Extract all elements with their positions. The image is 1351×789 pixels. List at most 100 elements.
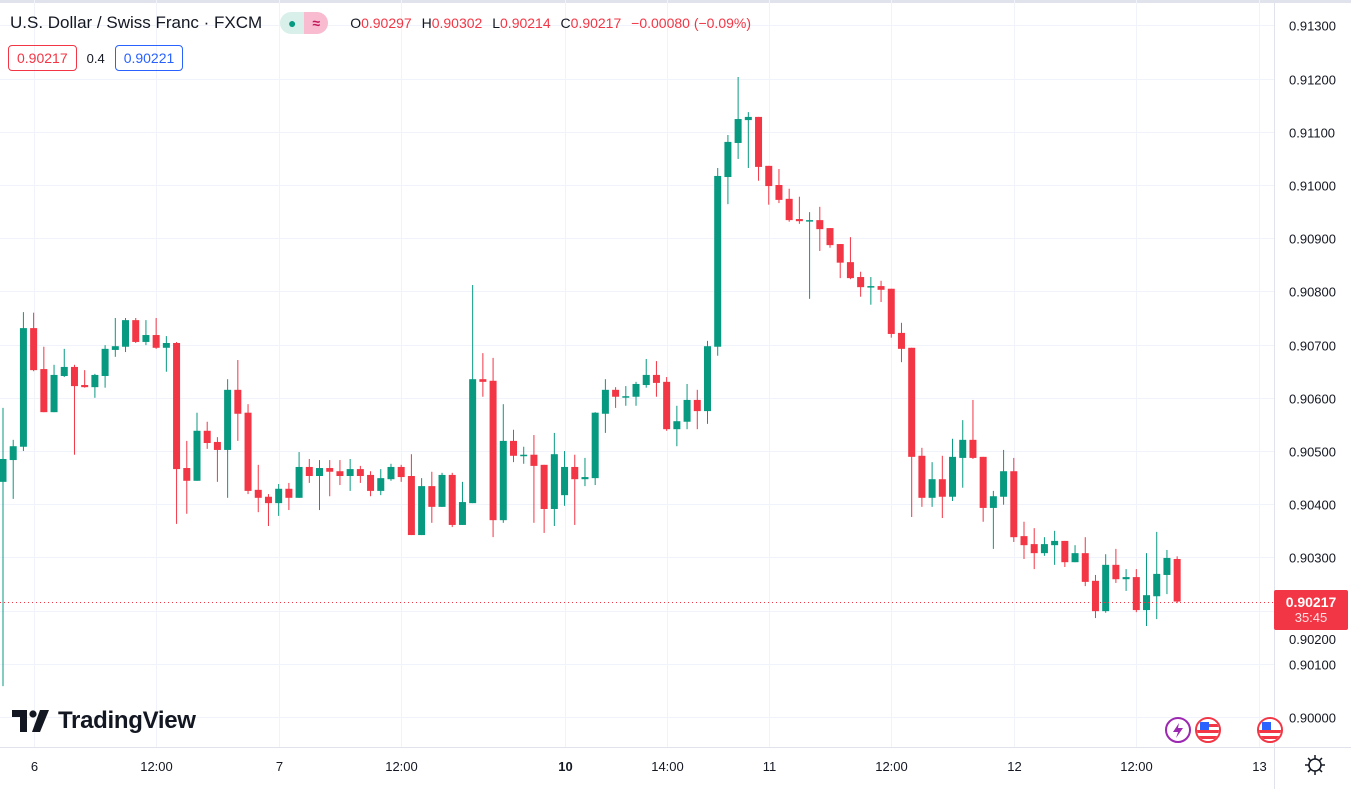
ohlc-values: O0.90297 H0.90302 L0.90214 C0.90217 −0.0…: [350, 15, 757, 31]
candle-up: [683, 383, 691, 430]
candle-body: [1173, 558, 1181, 602]
price-axis[interactable]: 0.91300 0.91200 0.91100 0.91000 0.90900 0.908…: [1289, 19, 1336, 726]
time-axis[interactable]: 6 12:00 7 12:00 10 14:00 11 12:00 12 12:00 13: [31, 759, 1267, 774]
candles: [0, 77, 1181, 687]
tradingview-logo[interactable]: TradingView: [12, 707, 196, 735]
time-tick-label: 11: [763, 759, 777, 774]
candle-down: [1081, 537, 1089, 587]
candle-body: [959, 439, 967, 458]
candle-body: [91, 374, 99, 388]
candle-down: [693, 389, 701, 430]
candle-down: [918, 447, 926, 507]
candle-up: [111, 318, 119, 357]
candle-down: [877, 280, 885, 303]
candle-body: [918, 455, 926, 498]
candle-body: [520, 454, 528, 457]
candle-up: [499, 404, 507, 523]
candle-up: [673, 405, 681, 447]
candle-body: [70, 366, 78, 387]
candle-body: [530, 454, 538, 466]
candle-body: [663, 381, 671, 430]
candle-body: [40, 369, 48, 413]
candle-up: [1051, 530, 1059, 565]
candle-down: [846, 237, 854, 280]
candle-up: [581, 457, 589, 487]
candle-down: [81, 370, 89, 388]
buy-button[interactable]: 0.90221: [114, 45, 184, 71]
candle-body: [101, 348, 109, 376]
price-tick-label: 0.90800: [1289, 285, 1336, 300]
settings-gear-icon[interactable]: [1303, 753, 1327, 777]
candle-body: [9, 446, 17, 461]
market-open-dot-icon: ●: [280, 12, 305, 34]
time-tick-label: 7: [276, 759, 283, 774]
candle-body: [510, 440, 517, 456]
candle-body: [183, 468, 191, 481]
candle-body: [816, 220, 824, 230]
candle-down: [326, 460, 334, 497]
price-tick-label: 0.91300: [1289, 19, 1336, 34]
symbol-title[interactable]: U.S. Dollar / Swiss Franc · FXCM: [10, 13, 263, 32]
candle-body: [550, 454, 558, 509]
candle-up: [1102, 554, 1110, 613]
change-value: −0.00080 (−0.09%): [631, 15, 752, 31]
candle-up: [162, 336, 170, 372]
open-label: O: [350, 15, 362, 31]
candle-body: [581, 477, 589, 480]
candle-down: [234, 360, 242, 441]
candle-down: [663, 377, 671, 431]
candle-up: [0, 407, 7, 687]
candle-body: [111, 346, 119, 350]
time-tick-label: 12: [1007, 759, 1021, 774]
us-flag-event-icon-2[interactable]: [1257, 717, 1283, 743]
candle-body: [346, 469, 354, 477]
candle-body: [877, 286, 885, 290]
candle-body: [612, 389, 620, 397]
candle-body: [193, 430, 201, 481]
candle-body: [949, 456, 957, 497]
time-tick-label: 12:00: [1120, 759, 1153, 774]
candle-body: [1020, 536, 1028, 546]
candle-body: [173, 343, 181, 470]
candle-body: [407, 476, 415, 536]
candle-body: [867, 286, 875, 288]
price-tick-label: 0.90200: [1289, 632, 1336, 647]
candle-down: [887, 288, 895, 338]
candle-up: [989, 490, 997, 549]
candle-body: [1030, 544, 1038, 554]
candle-body: [928, 479, 936, 498]
candle-up: [928, 462, 936, 507]
candle-body: [1010, 471, 1018, 538]
open-value: 0.90297: [361, 15, 412, 31]
candle-body: [622, 396, 630, 398]
candle-down: [1030, 528, 1038, 570]
candle-up: [561, 451, 569, 506]
candle-down: [755, 116, 763, 181]
candle-down: [816, 206, 824, 251]
candle-up: [224, 379, 232, 498]
candle-up: [142, 320, 150, 346]
candle-body: [1040, 544, 1048, 554]
candle-body: [152, 335, 160, 348]
candle-body: [142, 335, 150, 342]
status-pill[interactable]: ● ≈: [280, 12, 329, 34]
candle-up: [867, 277, 875, 305]
candle-down: [1173, 556, 1181, 604]
price-tick-label: 0.91100: [1289, 126, 1335, 141]
candle-up: [959, 420, 967, 488]
candle-up: [9, 439, 17, 499]
sell-button[interactable]: 0.90217: [8, 45, 77, 71]
time-tick-label: 12:00: [385, 759, 418, 774]
candle-body: [1153, 573, 1161, 597]
candle-up: [1071, 545, 1079, 563]
price-tick-label: 0.90100: [1289, 658, 1336, 673]
lightning-event-icon[interactable]: [1165, 717, 1191, 743]
time-tick-label: 13: [1252, 759, 1266, 774]
us-flag-event-icon[interactable]: [1195, 717, 1221, 743]
candle-up: [377, 469, 385, 496]
candle-up: [744, 112, 752, 168]
candle-up: [1153, 531, 1161, 620]
candle-up: [60, 348, 68, 378]
candle-body: [683, 399, 691, 422]
